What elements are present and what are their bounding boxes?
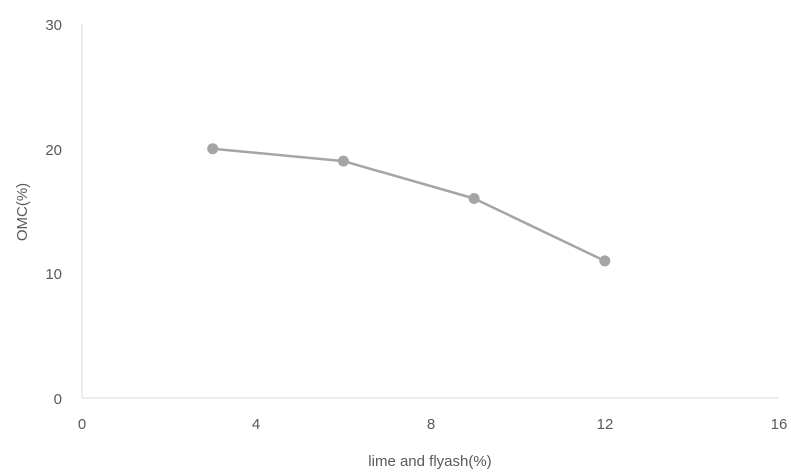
x-tick-label: 16: [771, 416, 788, 433]
x-tick-label: 0: [78, 416, 86, 433]
data-point: [468, 193, 480, 204]
series-line: [212, 147, 606, 263]
y-tick-label: 0: [54, 391, 62, 408]
x-tick-label: 4: [252, 416, 260, 433]
y-tick-label: 20: [45, 142, 62, 159]
y-tick-label: 30: [45, 17, 62, 34]
x-tick-label: 12: [597, 416, 614, 433]
y-axis-title: OMC(%): [14, 183, 31, 241]
series-layer: [207, 143, 611, 267]
y-tick-label: 10: [45, 266, 62, 283]
data-point: [599, 255, 611, 267]
data-point: [337, 155, 349, 167]
data-point: [207, 143, 219, 155]
x-axis-title: lime and flyash(%): [368, 453, 491, 470]
x-tick-label: 8: [427, 416, 435, 433]
